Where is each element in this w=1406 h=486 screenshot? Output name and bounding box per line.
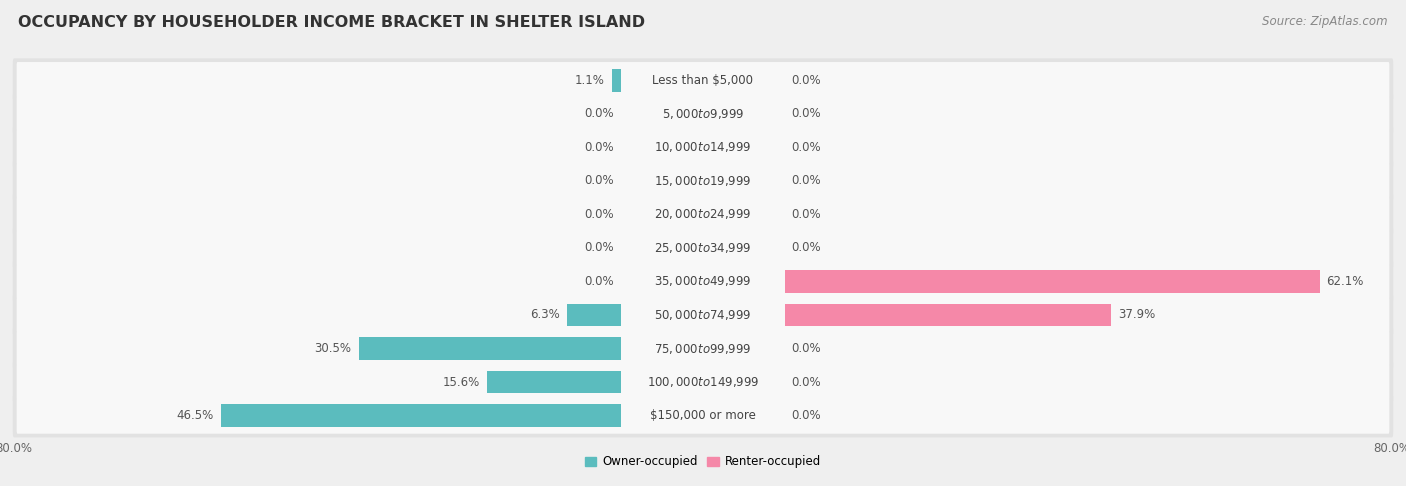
Bar	[567, 304, 621, 327]
Text: 30.5%: 30.5%	[315, 342, 352, 355]
FancyBboxPatch shape	[13, 192, 1393, 236]
Text: $150,000 or more: $150,000 or more	[650, 409, 756, 422]
FancyBboxPatch shape	[17, 230, 1389, 266]
Text: 0.0%: 0.0%	[792, 107, 821, 120]
Text: $100,000 to $149,999: $100,000 to $149,999	[647, 375, 759, 389]
Text: 1.1%: 1.1%	[575, 73, 605, 87]
Text: $35,000 to $49,999: $35,000 to $49,999	[654, 275, 752, 288]
Text: 0.0%: 0.0%	[792, 409, 821, 422]
Text: $10,000 to $14,999: $10,000 to $14,999	[654, 140, 752, 154]
FancyBboxPatch shape	[13, 226, 1393, 270]
Text: $15,000 to $19,999: $15,000 to $19,999	[654, 174, 752, 188]
Bar	[612, 69, 621, 91]
Text: 62.1%: 62.1%	[1326, 275, 1364, 288]
Bar	[785, 304, 1111, 327]
FancyBboxPatch shape	[13, 394, 1393, 437]
Text: 0.0%: 0.0%	[792, 73, 821, 87]
Text: 37.9%: 37.9%	[1118, 309, 1156, 321]
FancyBboxPatch shape	[17, 129, 1389, 165]
FancyBboxPatch shape	[17, 398, 1389, 434]
Text: 0.0%: 0.0%	[585, 174, 614, 187]
Text: 0.0%: 0.0%	[792, 141, 821, 154]
Text: 0.0%: 0.0%	[792, 208, 821, 221]
Text: 0.0%: 0.0%	[585, 242, 614, 254]
Text: $25,000 to $34,999: $25,000 to $34,999	[654, 241, 752, 255]
Text: 0.0%: 0.0%	[792, 342, 821, 355]
Text: 0.0%: 0.0%	[792, 242, 821, 254]
Text: 0.0%: 0.0%	[585, 208, 614, 221]
FancyBboxPatch shape	[17, 330, 1389, 366]
FancyBboxPatch shape	[17, 62, 1389, 98]
Legend: Owner-occupied, Renter-occupied: Owner-occupied, Renter-occupied	[579, 451, 827, 473]
FancyBboxPatch shape	[17, 364, 1389, 400]
Text: $20,000 to $24,999: $20,000 to $24,999	[654, 208, 752, 221]
FancyBboxPatch shape	[13, 260, 1393, 303]
Bar	[221, 404, 621, 427]
Text: Less than $5,000: Less than $5,000	[652, 73, 754, 87]
Text: $75,000 to $99,999: $75,000 to $99,999	[654, 342, 752, 355]
Bar	[359, 337, 621, 360]
FancyBboxPatch shape	[17, 263, 1389, 299]
FancyBboxPatch shape	[13, 92, 1393, 136]
Text: 15.6%: 15.6%	[443, 376, 479, 388]
Text: $50,000 to $74,999: $50,000 to $74,999	[654, 308, 752, 322]
FancyBboxPatch shape	[13, 327, 1393, 370]
FancyBboxPatch shape	[17, 297, 1389, 333]
Text: 0.0%: 0.0%	[792, 174, 821, 187]
FancyBboxPatch shape	[13, 293, 1393, 337]
Bar	[785, 270, 1320, 293]
FancyBboxPatch shape	[17, 196, 1389, 232]
Text: 0.0%: 0.0%	[585, 275, 614, 288]
Text: 0.0%: 0.0%	[792, 376, 821, 388]
Bar	[486, 371, 621, 394]
Text: 0.0%: 0.0%	[585, 107, 614, 120]
Text: OCCUPANCY BY HOUSEHOLDER INCOME BRACKET IN SHELTER ISLAND: OCCUPANCY BY HOUSEHOLDER INCOME BRACKET …	[18, 15, 645, 30]
FancyBboxPatch shape	[17, 163, 1389, 199]
Text: $5,000 to $9,999: $5,000 to $9,999	[662, 106, 744, 121]
FancyBboxPatch shape	[13, 159, 1393, 203]
FancyBboxPatch shape	[13, 58, 1393, 102]
FancyBboxPatch shape	[13, 360, 1393, 404]
Text: 6.3%: 6.3%	[530, 309, 560, 321]
Text: 46.5%: 46.5%	[177, 409, 214, 422]
FancyBboxPatch shape	[17, 96, 1389, 132]
FancyBboxPatch shape	[13, 125, 1393, 169]
Text: 0.0%: 0.0%	[585, 141, 614, 154]
Text: Source: ZipAtlas.com: Source: ZipAtlas.com	[1263, 15, 1388, 28]
